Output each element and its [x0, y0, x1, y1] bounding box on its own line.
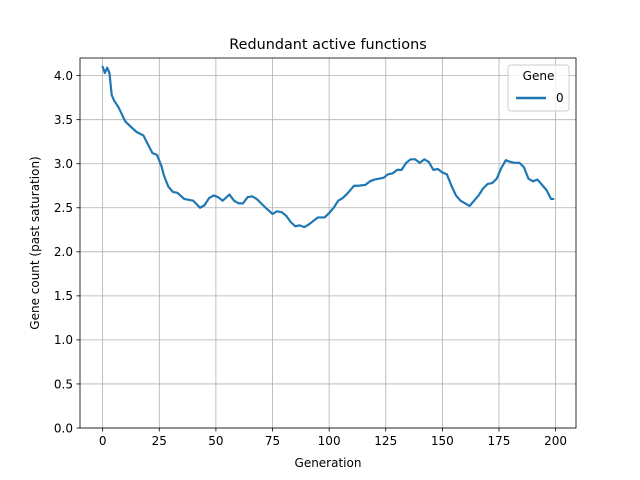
- x-tick-label: 50: [208, 434, 223, 448]
- x-tick-label: 200: [544, 434, 567, 448]
- x-axis-label: Generation: [295, 456, 362, 470]
- y-tick-label: 1.0: [54, 333, 73, 347]
- x-axis-ticks: 0 25 50 75 100 125 150 175 200: [99, 428, 567, 448]
- x-tick-label: 0: [99, 434, 107, 448]
- legend: Gene 0: [507, 64, 570, 112]
- series-line-0: [101, 65, 555, 229]
- legend-title: Gene: [523, 69, 555, 83]
- y-tick-label: 3.0: [54, 157, 73, 171]
- x-tick-label: 75: [265, 434, 280, 448]
- x-tick-label: 150: [431, 434, 454, 448]
- y-tick-label: 0.0: [54, 421, 73, 435]
- legend-entry-label: 0: [556, 91, 564, 105]
- chart-title: Redundant active functions: [229, 37, 426, 53]
- y-tick-label: 1.5: [54, 289, 73, 303]
- y-tick-label: 4.0: [54, 69, 73, 83]
- legend-box: [507, 64, 570, 112]
- y-axis-ticks: 0.0 0.5 1.0 1.5 2.0 2.5 3.0 3.5 4.0: [54, 69, 80, 435]
- x-tick-label: 175: [488, 434, 511, 448]
- plot-frame: [79, 57, 577, 429]
- x-tick-label: 100: [318, 434, 341, 448]
- y-tick-label: 2.5: [54, 201, 73, 215]
- series-layer: [101, 65, 555, 229]
- y-tick-label: 3.5: [54, 113, 73, 127]
- x-tick-label: 125: [374, 434, 397, 448]
- y-tick-label: 0.5: [54, 377, 73, 391]
- y-axis-label: Gene count (past saturation): [28, 156, 42, 329]
- y-tick-label: 2.0: [54, 245, 73, 259]
- x-tick-label: 25: [152, 434, 167, 448]
